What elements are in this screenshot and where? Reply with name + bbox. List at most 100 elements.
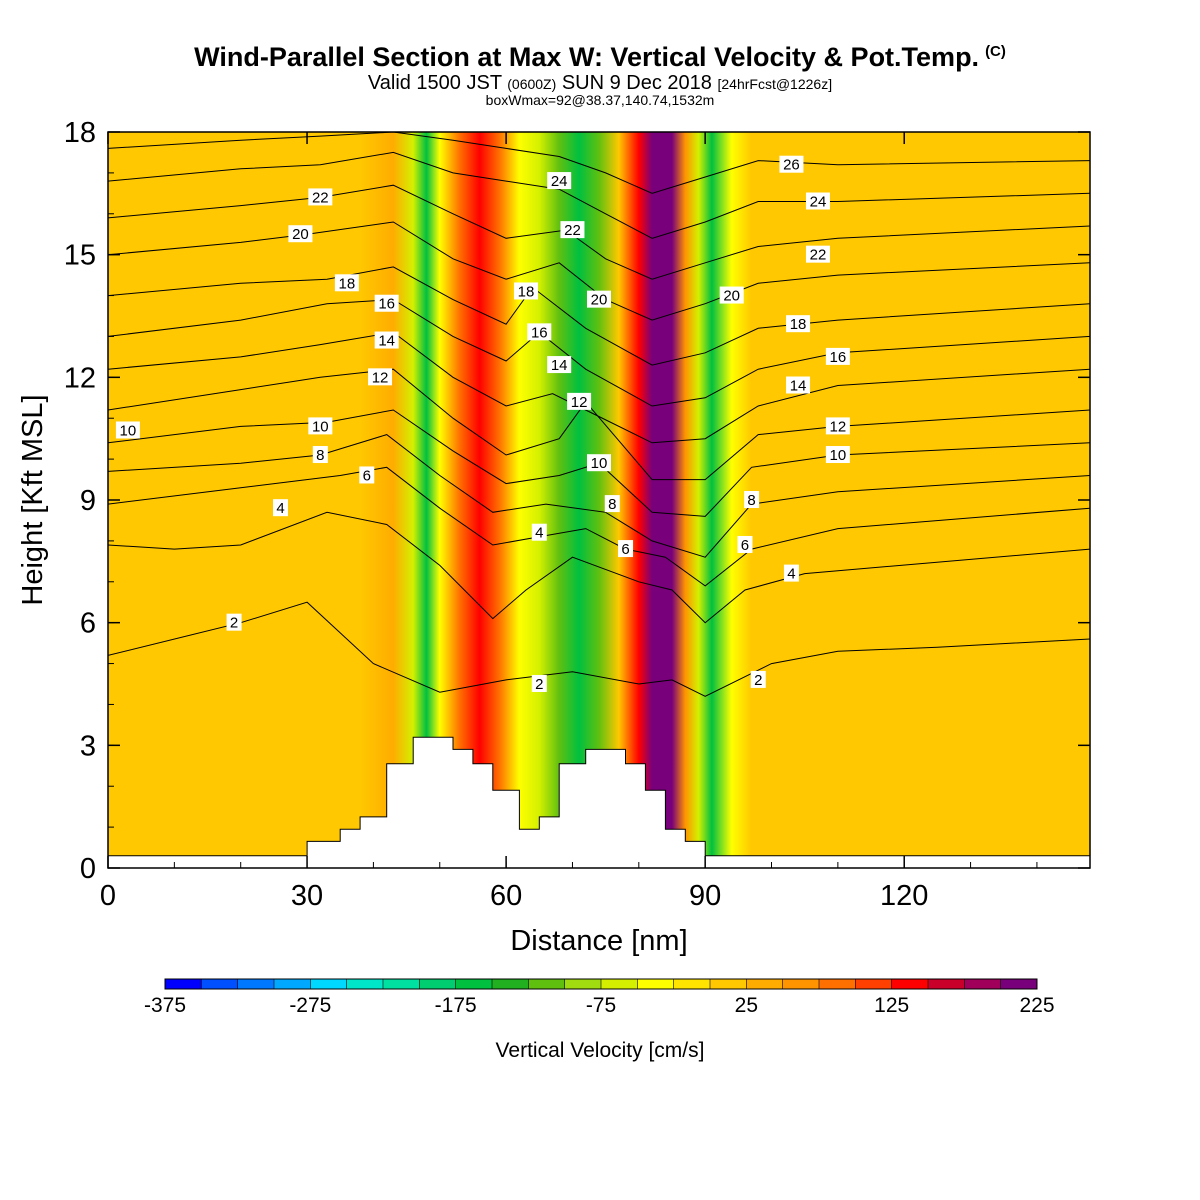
contour-label-4: 4 (273, 499, 289, 517)
chart-annotation: boxWmax=92@38.37,140.74,1532m (485, 92, 715, 108)
x-tick-label: 120 (880, 880, 928, 912)
colorbar-tick-label: -75 (586, 994, 616, 1017)
svg-text:4: 4 (276, 500, 284, 517)
colorbar-swatch (891, 979, 929, 989)
x-axis-label: Distance [nm] (510, 925, 687, 957)
contour-label-14: 14 (374, 331, 399, 350)
colorbar-swatch (673, 979, 711, 989)
svg-text:18: 18 (339, 275, 356, 292)
contour-label-10: 10 (115, 421, 140, 439)
colorbar-tick-label: 225 (1019, 994, 1054, 1017)
colorbar-swatch (201, 979, 239, 989)
svg-text:22: 22 (810, 247, 827, 264)
title-mark: (C) (985, 43, 1006, 60)
svg-text:20: 20 (723, 288, 740, 305)
x-tick-label: 90 (689, 880, 721, 912)
contour-label-18: 18 (334, 274, 359, 292)
isentrope-2 (108, 601, 1090, 697)
contour-label-6: 6 (618, 540, 634, 558)
y-tick-label: 12 (64, 362, 96, 394)
colorbar-tick-label: -375 (144, 994, 186, 1017)
colorbar-swatch (782, 979, 820, 989)
colorbar-swatch (601, 979, 638, 989)
svg-text:14: 14 (790, 378, 807, 395)
svg-text:10: 10 (312, 418, 329, 435)
svg-text:4: 4 (787, 566, 795, 583)
colorbar-swatch (1000, 979, 1038, 989)
contour-label-20: 20 (288, 225, 313, 243)
svg-text:2: 2 (535, 676, 543, 693)
contour-label-12: 12 (368, 368, 393, 386)
x-tick-label: 30 (291, 880, 323, 912)
svg-text:6: 6 (741, 537, 749, 554)
colorbar-swatch (165, 979, 202, 989)
colorbar-swatch (637, 979, 675, 989)
contour-label-8: 8 (604, 495, 620, 513)
colorbar-tick-label: -275 (289, 994, 331, 1017)
colorbar-swatch (310, 979, 348, 989)
svg-text:26: 26 (783, 157, 800, 174)
contour-label-12: 12 (567, 392, 592, 411)
colorbar-swatch (564, 979, 602, 989)
subtitle-utc: (0600Z) (507, 76, 557, 92)
svg-text:6: 6 (621, 541, 629, 558)
svg-text:12: 12 (571, 394, 588, 411)
contour-label-20: 20 (719, 286, 744, 305)
x-tick-label: 60 (490, 880, 522, 912)
contour-label-22: 22 (308, 188, 333, 206)
contour-label-18: 18 (514, 282, 539, 300)
colorbar-swatch (819, 979, 856, 989)
colorbar-title: Vertical Velocity [cm/s] (496, 1039, 705, 1062)
colorbar-swatch (746, 979, 784, 989)
contour-label-6: 6 (737, 535, 753, 554)
svg-text:20: 20 (591, 292, 608, 309)
y-tick-label: 6 (80, 608, 96, 640)
svg-text:12: 12 (372, 369, 389, 386)
contour-label-20: 20 (587, 290, 611, 309)
svg-text:16: 16 (378, 296, 395, 313)
x-tick-label: 0 (100, 880, 116, 912)
isentrope-4 (108, 511, 1090, 624)
svg-text:10: 10 (591, 455, 608, 472)
svg-text:20: 20 (292, 226, 309, 243)
colorbar-swatch (419, 979, 457, 989)
x-axis: 0 30 60 90 120 (100, 132, 1038, 912)
contour-label-10: 10 (587, 454, 611, 472)
contour-label-10: 10 (825, 446, 850, 464)
contour-label-24: 24 (805, 192, 830, 211)
y-axis: 0 3 6 9 12 15 18 (64, 117, 1090, 885)
isentrope-14 (108, 331, 1090, 444)
contour-label-2: 2 (750, 670, 766, 689)
contour-label-18: 18 (786, 315, 811, 333)
svg-text:2: 2 (754, 672, 762, 689)
contour-label-8: 8 (744, 491, 760, 509)
svg-text:24: 24 (810, 194, 827, 211)
contour-label-8: 8 (312, 446, 328, 464)
svg-text:16: 16 (830, 349, 847, 366)
svg-text:18: 18 (790, 316, 807, 333)
colorbar: -375 -275 -175 -75 25 125 225 (144, 978, 1055, 1017)
chart-title: Wind-Parallel Section at Max W: Vertical… (194, 42, 1006, 72)
subtitle-forecast: [24hrFcst@1226z] (717, 76, 833, 92)
subtitle-prefix: Valid 1500 JST (367, 72, 502, 94)
colorbar-tick-label: 125 (874, 994, 909, 1017)
svg-text:2: 2 (230, 615, 238, 632)
colorbar-swatch (237, 979, 275, 989)
y-axis-label: Height [Kft MSL] (17, 394, 49, 605)
isentrope-24 (108, 151, 1090, 239)
colorbar-swatch (492, 979, 529, 989)
svg-text:8: 8 (747, 492, 755, 509)
contour-label-10: 10 (308, 417, 333, 435)
contour-label-14: 14 (786, 376, 811, 395)
colorbar-swatch (274, 979, 311, 989)
plot-background (108, 132, 1090, 868)
svg-text:4: 4 (535, 525, 543, 542)
isentrope-6 (108, 466, 1090, 587)
svg-text:8: 8 (316, 447, 324, 464)
y-tick-label: 3 (80, 730, 96, 762)
svg-text:14: 14 (378, 333, 395, 350)
contour-label-12: 12 (825, 417, 850, 435)
svg-text:18: 18 (518, 283, 535, 300)
colorbar-swatch (455, 979, 493, 989)
